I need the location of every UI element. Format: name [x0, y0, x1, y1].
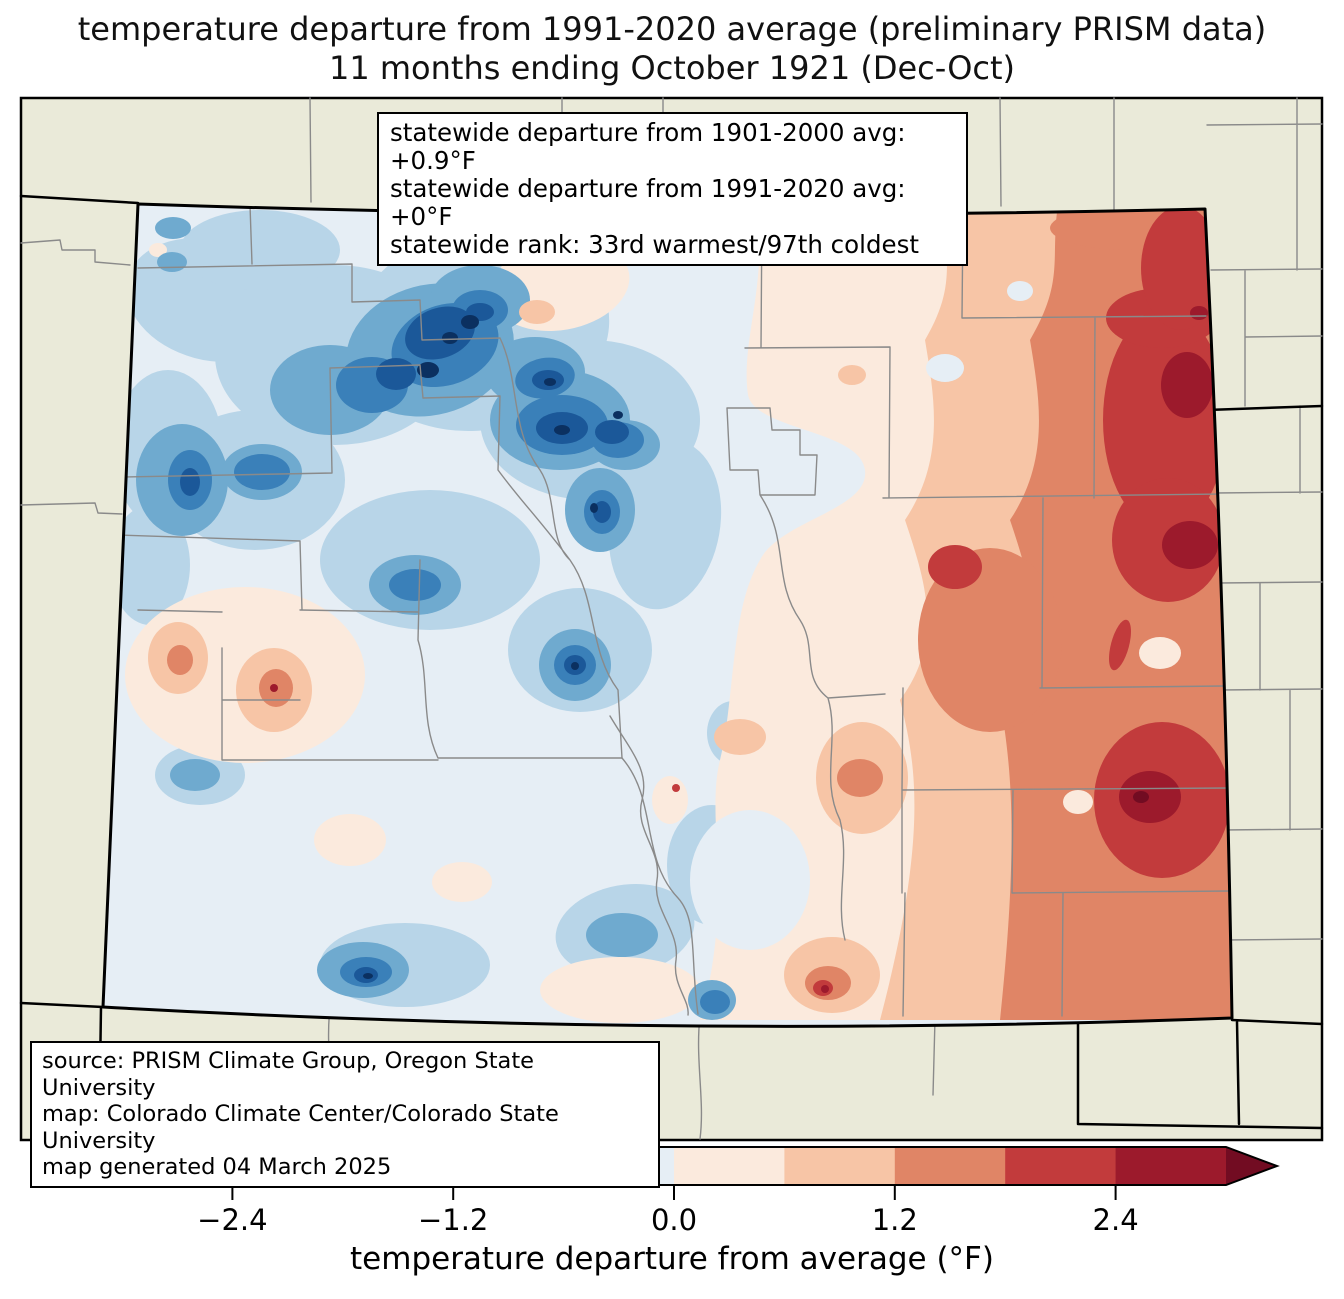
- hot-extreme-core: [1133, 791, 1149, 803]
- colorbar-over-arrow: [1226, 1147, 1277, 1185]
- colorbar-tick-label: 1.2: [871, 1203, 918, 1237]
- source-line-1: source: PRISM Climate Group, Oregon Stat…: [42, 1048, 535, 1101]
- stats-line-2: statewide departure from 1991-2020 avg: …: [390, 174, 906, 231]
- colorbar-segment: [784, 1147, 896, 1185]
- pale-spots-east: [926, 281, 1181, 814]
- title-line2: 11 months ending October 1921 (Dec-Oct): [328, 49, 1016, 87]
- cool-extreme-cores: [363, 315, 623, 979]
- state-anomaly-fill: [103, 204, 1232, 1027]
- hot-dark-cores: [1119, 306, 1218, 823]
- stats-line-1: statewide departure from 1901-2000 avg: …: [390, 118, 906, 175]
- colorbar-segment: [674, 1147, 785, 1185]
- colorbar-axis-label: temperature departure from average (°F): [350, 1241, 994, 1277]
- colorbar-tick-label: −1.2: [417, 1203, 489, 1237]
- source-line-3: map generated 04 March 2025: [42, 1154, 392, 1180]
- colorbar-tick-label: 2.4: [1092, 1203, 1139, 1237]
- pale-pocket: [690, 810, 810, 950]
- stats-line-3: statewide rank: 33rd warmest/97th coldes…: [390, 230, 919, 259]
- source-line-2: map: Colorado Climate Center/Colorado St…: [42, 1101, 559, 1154]
- county-lines: [117, 204, 1231, 1017]
- colorbar-tick-label: −2.4: [197, 1203, 268, 1237]
- colorbar-segment: [1115, 1147, 1227, 1185]
- source-box: source: PRISM Climate Group, Oregon Stat…: [30, 1041, 660, 1188]
- warm-spots: [148, 300, 908, 1013]
- colorbar-tick-label: 0.0: [650, 1203, 698, 1237]
- colorbar-ticks: [231, 1185, 1117, 1200]
- stats-box: statewide departure from 1901-2000 avg: …: [377, 112, 968, 266]
- colorbar-segment: [1005, 1147, 1117, 1185]
- title-line1: temperature departure from 1991-2020 ave…: [77, 10, 1267, 48]
- colorbar-segment: [894, 1147, 1006, 1185]
- figure-title: temperature departure from 1991-2020 ave…: [0, 10, 1344, 88]
